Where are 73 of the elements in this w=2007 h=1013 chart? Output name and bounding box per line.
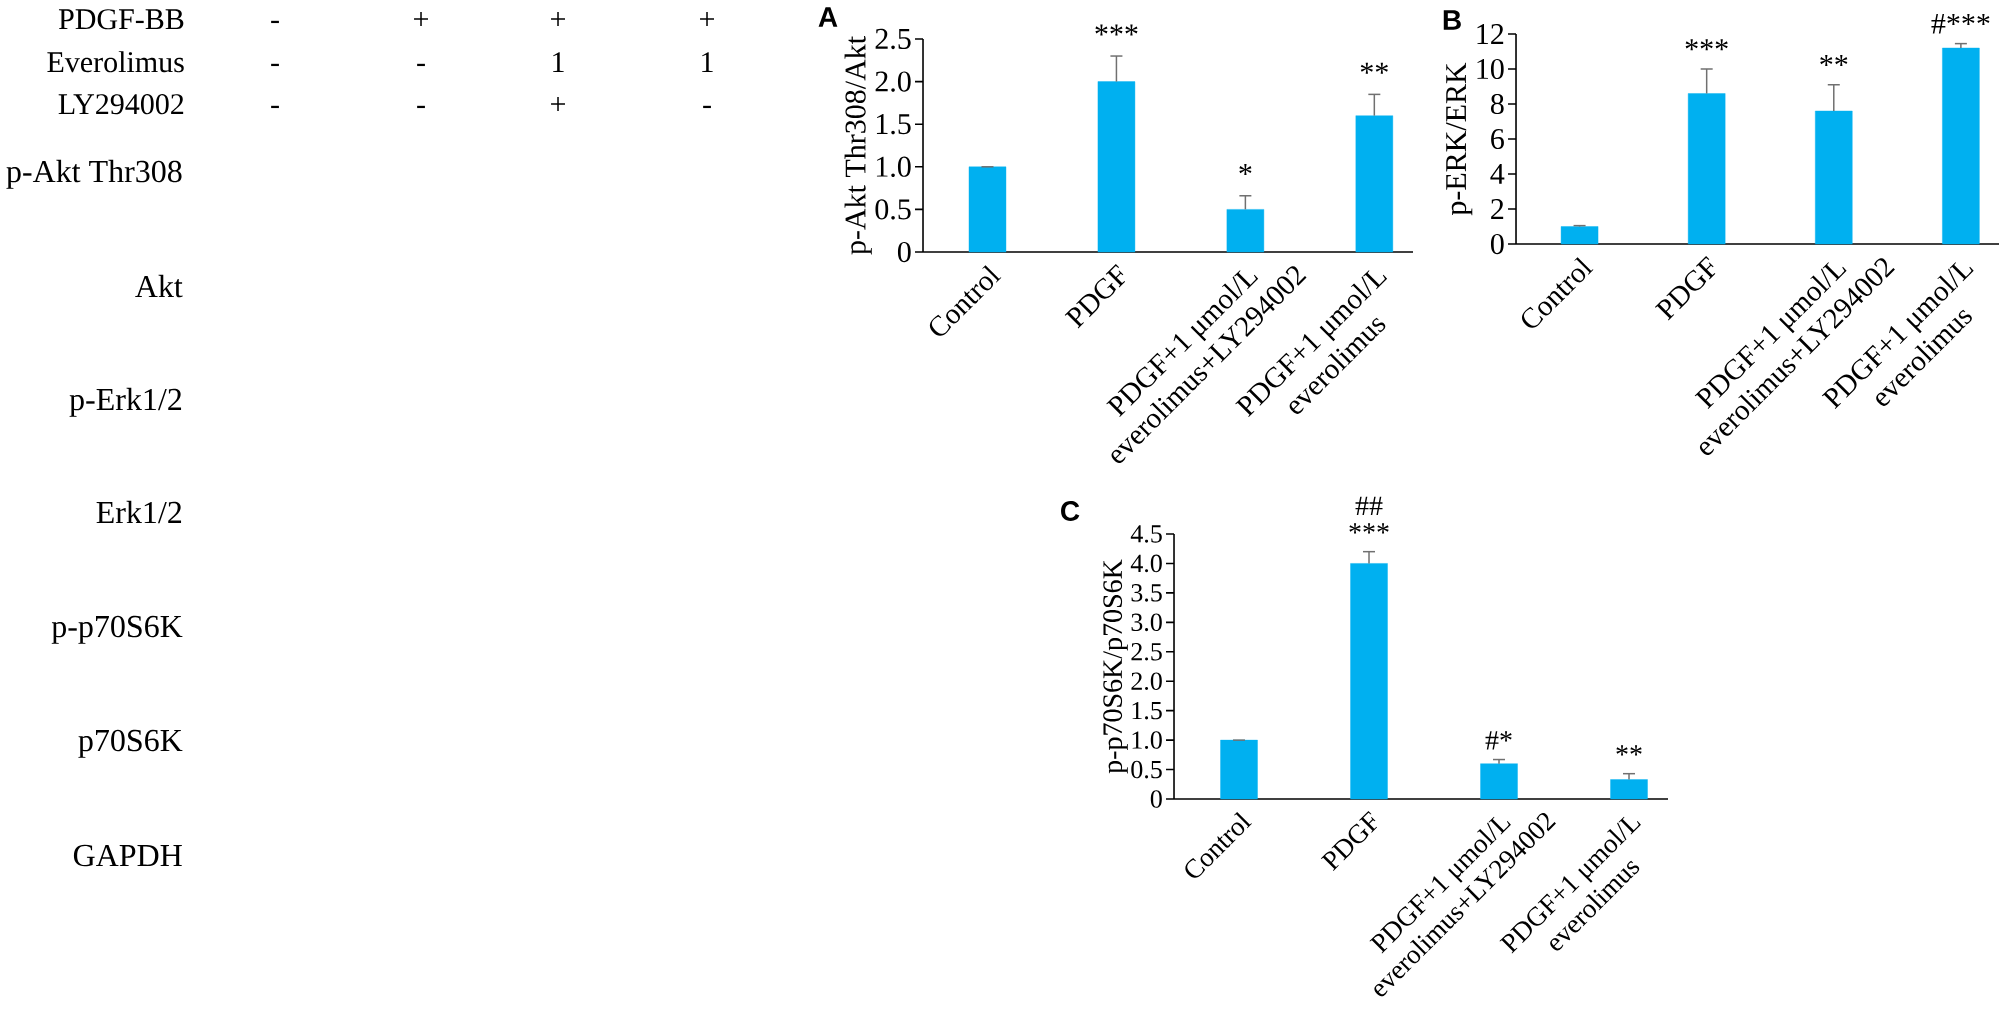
y-tick-label: 0.5 <box>875 199 911 220</box>
y-tick-label: 0 <box>1150 790 1162 808</box>
y-tick-label: 6 <box>1491 128 1504 150</box>
bar <box>1687 93 1726 245</box>
text: - <box>417 63 425 67</box>
text: - <box>703 105 711 109</box>
chart-title: B <box>1443 10 1461 30</box>
text: *** <box>1095 24 1138 36</box>
text: p70S6K <box>78 729 183 758</box>
y-tick-label: 2.0 <box>875 71 911 92</box>
y-tick-label: 12 <box>1477 24 1504 44</box>
y-tick-label: 2 <box>1491 199 1504 219</box>
y-tick-label: 4.5 <box>1130 525 1162 543</box>
bar <box>1220 739 1258 800</box>
chart-title: A <box>818 7 838 27</box>
text: *** <box>1349 523 1389 534</box>
text: - <box>417 105 425 109</box>
y-tick-label: 3.5 <box>1131 584 1162 602</box>
y-tick-label: 1.0 <box>876 156 911 177</box>
bar <box>1610 779 1648 800</box>
text: ## <box>1355 496 1383 516</box>
text: p-Akt Thr308 <box>6 159 182 189</box>
bar <box>1480 763 1518 800</box>
chart-title: C <box>1061 501 1080 521</box>
y-tick-label: 2.5 <box>1131 642 1162 661</box>
bar <box>968 166 1007 253</box>
text: + <box>414 12 428 27</box>
text: + <box>551 12 565 27</box>
y-tick-label: 1.5 <box>876 114 911 135</box>
y-axis-title: p-Akt Thr308/Akt <box>844 36 872 255</box>
text: Erk1/2 <box>96 500 182 524</box>
bar <box>1560 226 1599 245</box>
y-tick-label: 0 <box>1490 233 1504 255</box>
bar <box>1226 209 1265 253</box>
text: - <box>271 63 279 67</box>
text: Akt <box>135 274 183 298</box>
annotation: #* <box>1485 731 1512 750</box>
text: PDGF-BB <box>58 9 184 30</box>
text: + <box>551 97 565 112</box>
text: p-p70S6K <box>51 615 183 644</box>
annotation: ** <box>1360 62 1388 74</box>
text: + <box>700 12 714 27</box>
bar <box>1355 115 1394 253</box>
y-axis-title: p-p70S6K/p70S6K <box>1103 559 1128 774</box>
bar <box>1097 81 1136 253</box>
annotation: ** <box>1616 745 1642 756</box>
y-tick-label: 1.5 <box>1132 701 1162 720</box>
text: - <box>271 20 279 24</box>
y-tick-label: 8 <box>1490 93 1504 115</box>
text: Everolimus <box>47 51 184 73</box>
y-tick-label: 3.0 <box>1131 613 1162 632</box>
text: - <box>271 105 279 109</box>
y-tick-label: 10 <box>1477 58 1504 80</box>
y-tick-label: 2.0 <box>1131 672 1162 691</box>
bar <box>1350 563 1388 800</box>
text: 1 <box>702 52 713 72</box>
y-tick-label: 2.5 <box>875 28 911 50</box>
annotation: *** <box>1685 39 1728 51</box>
y-axis-title: p-ERK/ERK <box>1446 62 1473 216</box>
text: LY294002 <box>58 94 184 115</box>
bar <box>1815 110 1853 245</box>
y-tick-label: 0.5 <box>1131 760 1162 779</box>
annotation: * <box>1239 164 1252 176</box>
text: p-Erk1/2 <box>69 387 182 417</box>
y-tick-label: 0 <box>897 241 911 263</box>
annotation: ** <box>1820 55 1848 67</box>
y-tick-label: 4.0 <box>1130 554 1162 573</box>
text: 1 <box>553 52 564 72</box>
y-tick-label: 4 <box>1490 164 1505 184</box>
bar <box>1942 47 1980 245</box>
text: #*** <box>1931 13 1990 34</box>
y-tick-label: 1.0 <box>1132 731 1162 749</box>
text: GAPDH <box>73 844 182 867</box>
